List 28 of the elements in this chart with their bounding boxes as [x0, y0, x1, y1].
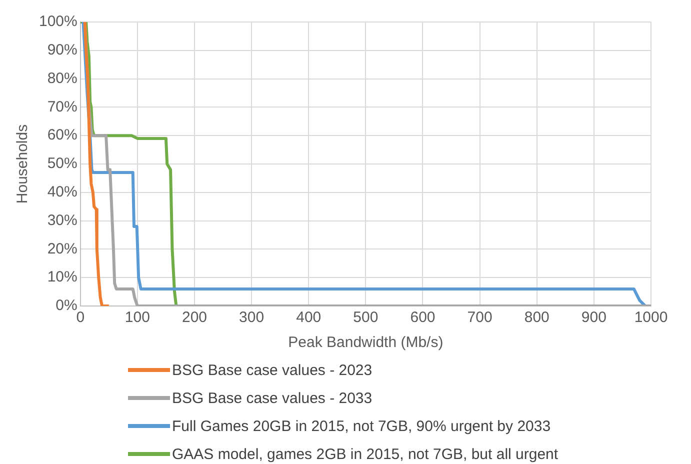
y-tick-label: 80%	[47, 70, 78, 87]
y-tick-label: 40%	[47, 184, 78, 201]
legend-label: Full Games 20GB in 2015, not 7GB, 90% urgent by 2033	[172, 418, 551, 434]
x-tick-label: 500	[353, 309, 378, 326]
y-tick-label: 30%	[47, 212, 78, 229]
x-axis-title: Peak Bandwidth (Mb/s)	[288, 334, 444, 352]
y-tick-label: 0%	[56, 297, 78, 314]
y-tick-label: 10%	[47, 268, 78, 286]
x-tick-label: 0	[76, 309, 85, 326]
y-tick-label: 50%	[47, 155, 78, 172]
x-tick-label: 700	[467, 309, 492, 326]
y-tick-label: 90%	[47, 42, 78, 59]
legend-label: BSG Base case values - 2033	[172, 390, 372, 406]
legend-label: GAAS model, games 2GB in 2015, not 7GB, but all urgent	[172, 446, 558, 462]
y-tick-label: 20%	[47, 240, 78, 258]
x-tick-label: 1000	[634, 309, 668, 326]
x-tick-label: 100	[124, 309, 150, 326]
y-tick-label: 100%	[38, 13, 78, 30]
x-tick-label: 200	[182, 309, 208, 326]
x-tick-label: 400	[296, 309, 322, 326]
legend-label: BSG Base case values - 2023	[172, 362, 372, 378]
y-axis-title: Households	[14, 124, 32, 204]
x-tick-label: 900	[581, 309, 606, 326]
y-tick-label: 60%	[47, 126, 78, 144]
y-tick-label: 70%	[47, 98, 78, 116]
x-tick-label: 300	[239, 309, 264, 326]
x-tick-label: 600	[410, 309, 436, 326]
x-tick-label: 800	[524, 309, 550, 326]
